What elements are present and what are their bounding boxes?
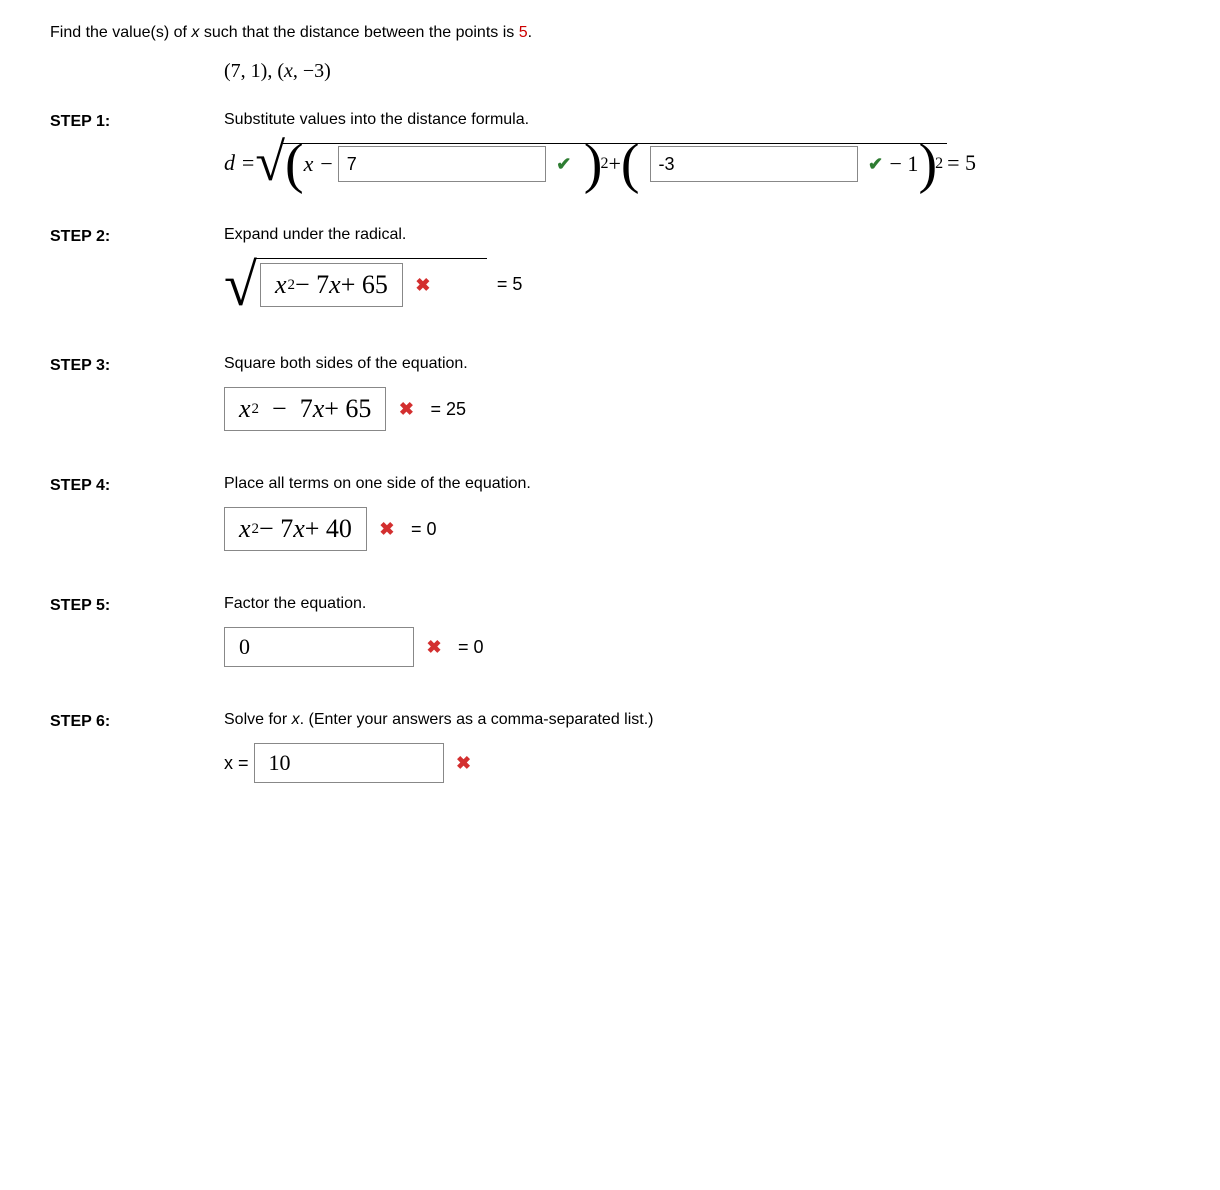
step-4-input[interactable]: x2 − 7x + 40 xyxy=(224,507,367,551)
step-4: STEP 4: Place all terms on one side of t… xyxy=(50,475,1170,583)
step-5-formula: 0 = 0 xyxy=(224,627,1170,667)
step-6-label: STEP 6: xyxy=(50,711,224,731)
question-text: Find the value(s) of x such that the dis… xyxy=(50,24,1170,42)
cross5-icon xyxy=(424,637,444,657)
plus: + xyxy=(608,151,620,177)
step-6-input[interactable]: 10 xyxy=(254,743,444,783)
step-4-formula: x2 − 7x + 40 = 0 xyxy=(224,507,1170,551)
step-3-rhs: = 25 xyxy=(430,399,466,420)
question-middle: such that the distance between the point… xyxy=(199,24,518,41)
step-2-label: STEP 2: xyxy=(50,226,224,246)
x-minus: x − xyxy=(304,151,334,177)
question-suffix: . xyxy=(528,24,532,41)
step-2-rhs: = 5 xyxy=(497,274,523,295)
step-5-rhs: = 0 xyxy=(458,637,484,658)
step-5-input[interactable]: 0 xyxy=(224,627,414,667)
step-4-rhs: = 0 xyxy=(411,519,437,540)
step-5: STEP 5: Factor the equation. 0 = 0 xyxy=(50,595,1170,699)
step-3-formula: x2 − 7x + 65 = 25 xyxy=(224,387,1170,431)
minus-one: − 1 xyxy=(890,151,919,177)
step-5-label: STEP 5: xyxy=(50,595,224,615)
step-1-label: STEP 1: xyxy=(50,111,224,131)
step-1: STEP 1: Substitute values into the dista… xyxy=(50,111,1170,214)
step-6: STEP 6: Solve for x. (Enter your answers… xyxy=(50,711,1170,815)
step-1-rhs: = 5 xyxy=(947,150,976,176)
step-6-formula: x = 10 xyxy=(224,743,1170,783)
sqrt-icon: √ xyxy=(255,149,285,176)
step-1-desc: Substitute values into the distance form… xyxy=(224,111,1170,129)
step-2: STEP 2: Expand under the radical. √ x2 −… xyxy=(50,226,1170,343)
d-equals: d = xyxy=(224,150,255,176)
step-1-input-1[interactable]: 7 xyxy=(338,146,546,182)
step-2-desc: Expand under the radical. xyxy=(224,226,1170,244)
step-1-input-2[interactable]: -3 xyxy=(650,146,858,182)
step-4-desc: Place all terms on one side of the equat… xyxy=(224,475,1170,493)
step-3-desc: Square both sides of the equation. xyxy=(224,355,1170,373)
points: (7, 1), (x, −3) xyxy=(224,60,1170,83)
step-2-input[interactable]: x2 − 7x + 65 xyxy=(260,263,403,307)
step-3-input[interactable]: x2 − 7x + 65 xyxy=(224,387,386,431)
step-2-formula: √ x2 − 7x + 65 = 5 xyxy=(224,258,1170,311)
cross6-icon xyxy=(454,753,474,773)
cross3-icon xyxy=(396,399,416,419)
check-icon xyxy=(554,154,574,174)
step-3: STEP 3: Square both sides of the equatio… xyxy=(50,355,1170,463)
squared: 2 xyxy=(600,155,608,173)
step-4-label: STEP 4: xyxy=(50,475,224,495)
x-equals: x = xyxy=(224,753,254,774)
sqrt2-icon: √ xyxy=(224,273,257,297)
step-5-desc: Factor the equation. xyxy=(224,595,1170,613)
question-value: 5 xyxy=(519,24,528,41)
question-prefix: Find the value(s) of xyxy=(50,24,191,41)
cross-icon xyxy=(413,275,433,295)
check2-icon xyxy=(866,154,886,174)
cross4-icon xyxy=(377,519,397,539)
squared2: 2 xyxy=(935,155,943,173)
step-3-label: STEP 3: xyxy=(50,355,224,375)
step-1-formula: d = √ ( x − 7 ) 2 + ( -3 − 1 xyxy=(224,143,1170,182)
step-6-desc: Solve for x. (Enter your answers as a co… xyxy=(224,711,1170,729)
